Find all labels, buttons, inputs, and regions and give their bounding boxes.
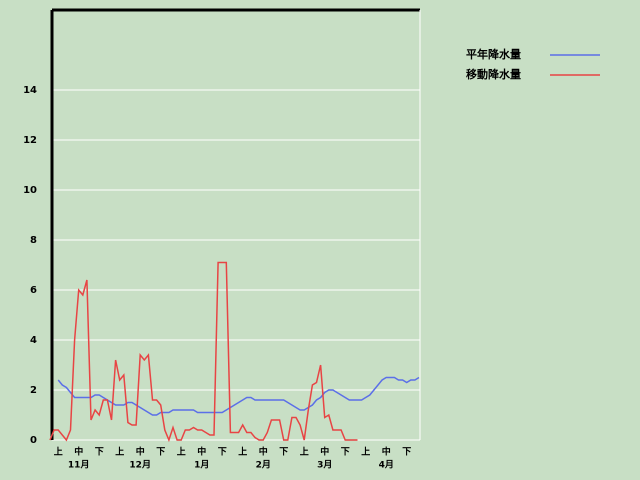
y-tick-label: 10 — [23, 185, 37, 196]
x-tick-label: 下 — [95, 447, 104, 458]
y-tick-label: 2 — [30, 385, 37, 396]
x-tick-label: 中 — [382, 446, 391, 458]
legend-label: 移動降水量 — [466, 67, 521, 81]
month-label: 2月 — [256, 460, 271, 471]
legend-label: 平年降水量 — [466, 47, 521, 61]
x-tick-label: 中 — [74, 446, 83, 458]
y-tick-label: 6 — [30, 285, 37, 296]
x-tick-label: 上 — [54, 446, 63, 458]
x-tick-label: 中 — [259, 446, 268, 458]
series-line — [49, 261, 358, 443]
y-tick-label: 12 — [23, 135, 37, 146]
x-tick-label: 下 — [218, 447, 227, 458]
y-tick-label: 8 — [30, 235, 37, 246]
x-tick-label: 上 — [115, 446, 124, 458]
month-label: 3月 — [317, 460, 332, 471]
month-label: 12月 — [129, 460, 151, 471]
x-tick-label: 中 — [197, 446, 206, 458]
x-tick-label: 下 — [279, 447, 288, 458]
y-tick-label: 4 — [30, 335, 37, 346]
month-label: 4月 — [379, 460, 394, 471]
x-tick-label: 下 — [341, 447, 350, 458]
x-tick-label: 下 — [402, 447, 411, 458]
x-tick-label: 上 — [177, 446, 186, 458]
month-label: 1月 — [194, 460, 209, 471]
y-tick-label: 0 — [30, 435, 37, 446]
x-tick-label: 下 — [156, 447, 165, 458]
x-tick-label: 中 — [320, 446, 329, 458]
x-tick-label: 中 — [136, 446, 145, 458]
x-tick-label: 上 — [361, 446, 370, 458]
month-label: 11月 — [68, 460, 90, 471]
x-tick-label: 上 — [238, 446, 247, 458]
y-tick-label: 14 — [23, 85, 37, 96]
series-line — [57, 376, 420, 416]
x-tick-label: 上 — [300, 446, 309, 458]
